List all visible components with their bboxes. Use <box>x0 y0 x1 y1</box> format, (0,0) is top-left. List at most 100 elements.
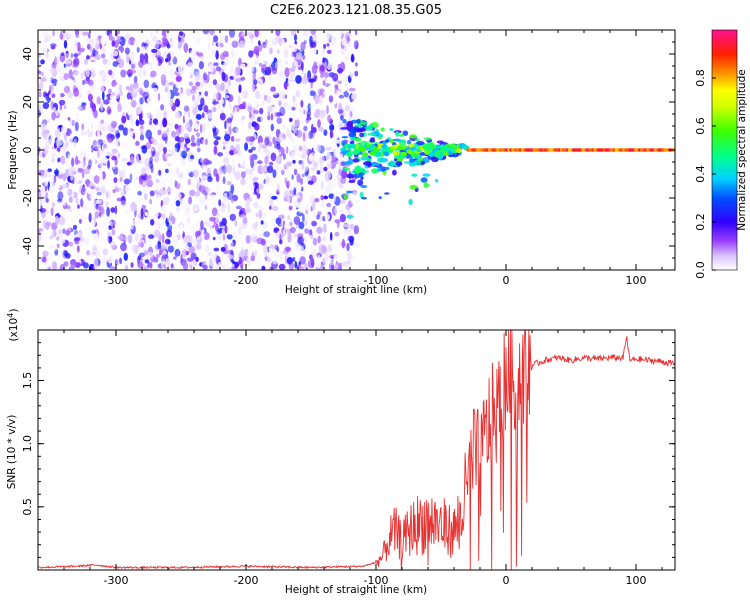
noise-blob <box>139 111 143 122</box>
noise-blob <box>186 216 191 225</box>
signal-blob <box>409 134 417 139</box>
signal-blob <box>354 166 362 170</box>
noise-blob <box>243 251 250 257</box>
noise-blob <box>149 30 153 38</box>
noise-blob <box>156 109 161 119</box>
noise-blob <box>316 260 321 269</box>
signal-blob <box>372 162 381 167</box>
noise-blob <box>133 244 139 254</box>
noise-blob <box>337 63 343 69</box>
noise-blob <box>326 49 332 54</box>
noise-blob <box>119 36 126 47</box>
noise-blob <box>303 236 307 246</box>
noise-blob <box>93 265 99 270</box>
noise-blob <box>188 68 195 77</box>
noise-blob <box>61 30 68 36</box>
noise-blob <box>38 150 43 161</box>
noise-blob <box>75 121 79 132</box>
noise-blob <box>256 187 262 194</box>
noise-blob <box>231 158 235 167</box>
noise-blob <box>110 207 115 213</box>
noise-blob <box>326 105 329 115</box>
noise-blob <box>164 80 170 90</box>
noise-blob <box>47 37 52 43</box>
signal-blob <box>361 196 367 200</box>
noise-blob <box>170 50 175 60</box>
noise-blob <box>308 153 313 162</box>
noise-blob <box>248 50 254 58</box>
noise-blob <box>293 187 297 196</box>
noise-blob <box>115 129 120 140</box>
noise-blob <box>194 135 198 143</box>
noise-blob <box>158 65 163 74</box>
x-tick-label: 100 <box>626 274 647 287</box>
noise-blob <box>129 83 134 93</box>
noise-blob <box>40 123 47 130</box>
noise-blob <box>160 93 166 104</box>
noise-blob <box>187 178 191 186</box>
noise-blob <box>226 117 233 124</box>
noise-blob <box>247 105 253 113</box>
noise-blob <box>81 102 87 106</box>
noise-blob <box>158 218 165 224</box>
noise-blob <box>337 80 342 85</box>
noise-blob <box>108 173 113 177</box>
noise-blob <box>175 207 181 212</box>
noise-blob <box>59 109 64 116</box>
noise-blob <box>297 236 304 245</box>
noise-blob <box>329 232 333 241</box>
noise-blob <box>271 91 278 96</box>
noise-blob <box>83 168 91 175</box>
noise-blob <box>287 139 294 147</box>
noise-blob <box>174 112 182 119</box>
noise-blob <box>155 30 159 34</box>
noise-blob <box>151 48 158 54</box>
noise-blob <box>174 248 181 257</box>
noise-blob <box>297 204 305 214</box>
noise-blob <box>163 110 167 119</box>
noise-blob <box>54 169 59 175</box>
noise-blob <box>252 250 258 257</box>
noise-blob <box>321 245 327 254</box>
noise-blob <box>260 258 263 266</box>
signal-blob <box>384 192 390 195</box>
noise-blob <box>65 52 70 59</box>
noise-blob <box>201 139 206 146</box>
noise-blob <box>57 62 62 69</box>
noise-blob <box>337 108 344 114</box>
noise-blob <box>195 51 199 56</box>
noise-blob <box>241 90 249 99</box>
noise-blob <box>155 79 158 86</box>
noise-blob <box>303 219 309 227</box>
noise-blob <box>234 170 241 181</box>
noise-blob <box>235 77 243 83</box>
noise-blob <box>121 102 127 111</box>
noise-blob <box>240 213 246 220</box>
noise-blob <box>240 178 246 186</box>
noise-blob <box>267 115 271 121</box>
noise-blob <box>231 50 235 58</box>
noise-blob <box>165 168 169 174</box>
noise-blob <box>70 47 74 52</box>
noise-blob <box>161 260 164 269</box>
noise-blob <box>117 235 124 240</box>
noise-blob <box>65 159 70 168</box>
noise-blob <box>219 206 226 213</box>
noise-blob <box>166 43 171 49</box>
noise-blob <box>118 124 124 131</box>
noise-blob <box>120 186 127 196</box>
noise-blob <box>209 216 216 222</box>
noise-blob <box>288 180 295 191</box>
noise-blob <box>253 79 258 86</box>
colorbar-label: Normalized spectral amplitude <box>736 69 748 230</box>
noise-blob <box>167 258 171 268</box>
noise-blob <box>271 205 279 212</box>
noise-blob <box>144 45 149 54</box>
noise-blob <box>224 224 228 234</box>
noise-blob <box>238 103 245 110</box>
noise-blob <box>55 80 61 88</box>
noise-blob <box>175 256 180 266</box>
noise-blob <box>263 231 271 238</box>
noise-blob <box>169 98 174 108</box>
noise-blob <box>65 252 71 259</box>
